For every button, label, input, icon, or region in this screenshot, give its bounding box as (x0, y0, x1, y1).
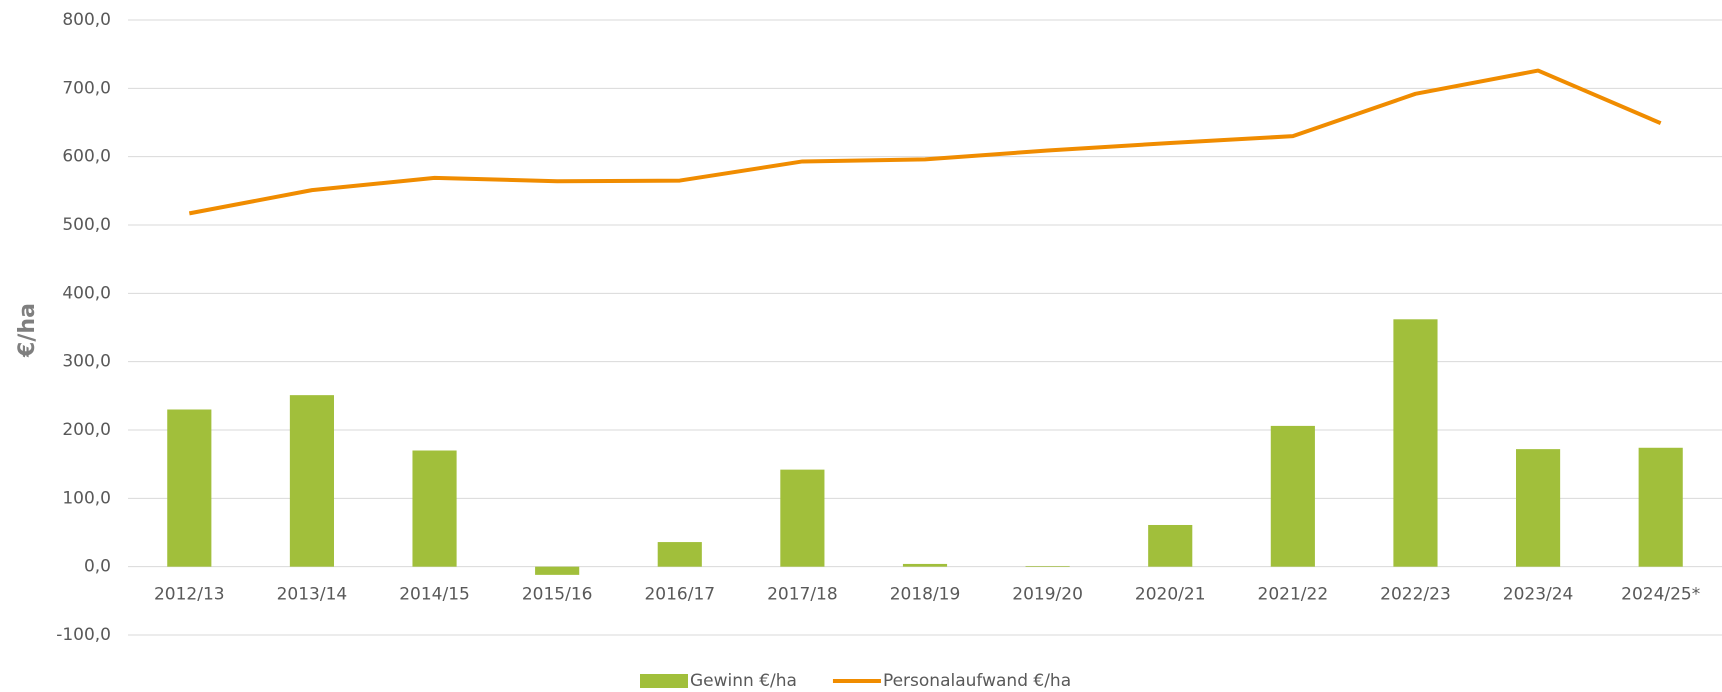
x-tick-label: 2021/22 (1258, 585, 1329, 605)
x-tick-label: 2020/21 (1135, 585, 1206, 605)
y-axis-label: €/ha (15, 303, 40, 358)
bar (535, 566, 580, 575)
bar (1638, 447, 1683, 567)
bar (167, 409, 212, 567)
y-tick-label: -100,0 (56, 625, 111, 645)
y-tick-label: 700,0 (62, 78, 111, 98)
bar (1270, 425, 1315, 567)
y-tick-label: 800,0 (62, 10, 111, 30)
y-tick-label: 600,0 (62, 147, 111, 167)
line (188, 68, 1662, 216)
y-tick-label: 400,0 (62, 283, 111, 303)
y-tick-label: 200,0 (62, 420, 111, 440)
bar (412, 450, 457, 567)
x-tick-label: 2015/16 (522, 585, 593, 605)
legend-label: Gewinn €/ha (690, 671, 797, 691)
bar (657, 542, 702, 567)
y-tick-label: 0,0 (84, 557, 111, 577)
x-tick-label: 2016/17 (644, 585, 715, 605)
bar (1148, 524, 1193, 567)
x-tick-label: 2024/25* (1621, 585, 1700, 605)
y-tick-label: 300,0 (62, 352, 111, 372)
legend-swatch (640, 674, 688, 688)
bar (902, 563, 948, 567)
x-tick-label: 2019/20 (1012, 585, 1083, 605)
bar (1025, 565, 1070, 567)
bar (1393, 319, 1438, 567)
x-tick-label: 2018/19 (890, 585, 961, 605)
bar (289, 395, 334, 567)
legend-label: Personalaufwand €/ha (883, 671, 1071, 691)
x-tick-label: 2017/18 (767, 585, 838, 605)
bar (1516, 449, 1561, 567)
y-tick-label: 500,0 (62, 215, 111, 235)
x-tick-label: 2014/15 (399, 585, 470, 605)
bar (780, 469, 825, 567)
x-tick-label: 2023/24 (1503, 585, 1574, 605)
x-tick-label: 2012/13 (154, 585, 225, 605)
x-tick-label: 2013/14 (277, 585, 348, 605)
y-tick-label: 100,0 (62, 488, 111, 508)
x-tick-label: 2022/23 (1380, 585, 1451, 605)
